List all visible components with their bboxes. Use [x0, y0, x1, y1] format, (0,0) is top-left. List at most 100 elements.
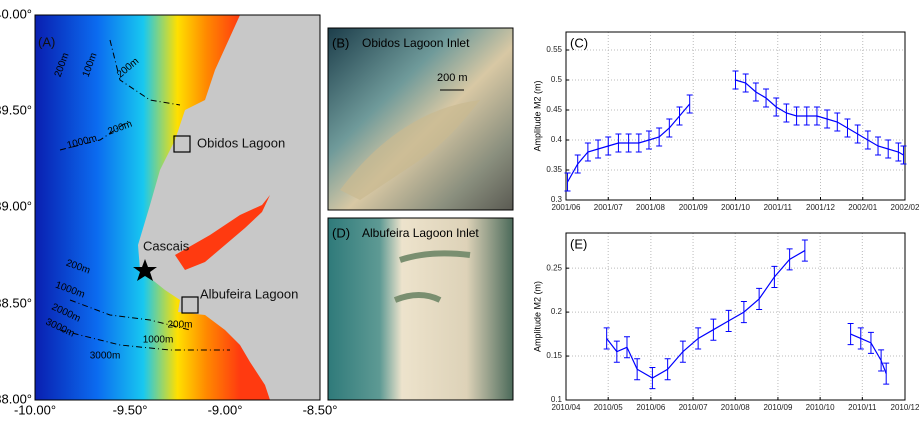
- x-tick-label: 2001/12: [806, 203, 835, 212]
- error-bar: [742, 73, 749, 93]
- place-label: Obidos Lagoon: [197, 135, 285, 150]
- scale-label: 200 m: [437, 72, 468, 84]
- error-bar: [574, 154, 581, 174]
- error-bar: [857, 327, 864, 350]
- plot-frame: [565, 31, 906, 201]
- error-bar: [771, 265, 778, 288]
- photo-title: Albufeira Lagoon Inlet: [362, 226, 479, 240]
- estuary: [175, 195, 270, 270]
- error-bar: [801, 239, 808, 262]
- x-tick-label: 2001/07: [594, 203, 623, 212]
- series-line: [606, 250, 887, 379]
- error-bar: [783, 103, 790, 123]
- error-bar: [625, 133, 632, 153]
- photo-d: (D) Albufeira Lagoon Inlet: [327, 217, 514, 401]
- error-bar: [613, 340, 620, 363]
- map-frame: [34, 14, 321, 401]
- error-bar: [666, 118, 673, 138]
- lon-label: -9.00°: [208, 402, 243, 417]
- error-bar: [793, 106, 800, 126]
- error-bar: [752, 82, 759, 102]
- x-tick-label: 2010/08: [721, 403, 750, 412]
- error-bar: [676, 106, 683, 126]
- error-bar: [732, 70, 739, 90]
- error-bar: [763, 88, 770, 108]
- error-bar: [605, 136, 612, 156]
- panel-label: (A): [38, 34, 55, 49]
- panel-label: (C): [570, 35, 588, 50]
- lat-label: 38.00°: [0, 391, 32, 406]
- x-tick-label: 2010/06: [636, 403, 665, 412]
- contour-label: 1000m: [143, 335, 174, 346]
- x-tick-label: 2002/02: [891, 203, 919, 212]
- x-tick-label: 2010/07: [679, 403, 708, 412]
- x-tick-label: 2010/12: [891, 403, 919, 412]
- site-box: [181, 296, 199, 314]
- error-bar: [664, 358, 671, 381]
- error-bar: [595, 139, 602, 159]
- error-bar: [695, 327, 702, 350]
- site-box: [173, 135, 191, 153]
- error-bar: [623, 336, 630, 359]
- lon-label: -10.00°: [14, 402, 56, 417]
- error-bar: [786, 248, 793, 271]
- channel: [393, 250, 471, 303]
- contour-line: [59, 39, 230, 351]
- y-axis-label: Amplitude M2 (m): [532, 80, 542, 151]
- panel-label: (D): [332, 225, 350, 240]
- place-label: Albufeira Lagoon: [200, 286, 298, 301]
- y-tick-label: 0.15: [546, 351, 562, 360]
- aerial-photo: [327, 217, 514, 401]
- place-label: Cascais: [143, 238, 190, 253]
- x-tick-label: 2010/11: [848, 403, 877, 412]
- error-bar: [740, 301, 747, 324]
- panel-label: (E): [570, 236, 587, 251]
- error-bar: [649, 366, 656, 390]
- land: [138, 15, 320, 400]
- lat-label: 40.00°: [0, 6, 32, 21]
- cascais-star: [133, 259, 157, 281]
- error-bar: [867, 331, 874, 354]
- y-tick-label: 0.55: [546, 45, 562, 54]
- error-bar: [885, 139, 892, 159]
- error-bar: [564, 172, 571, 192]
- error-bar: [710, 318, 717, 341]
- x-tick-label: 2001/06: [552, 203, 581, 212]
- photo-title: Obidos Lagoon Inlet: [362, 36, 470, 50]
- error-bar: [773, 97, 780, 117]
- error-bar: [725, 309, 732, 332]
- y-tick-label: 0.45: [546, 105, 562, 114]
- contour-label: 200m: [167, 320, 192, 331]
- sand-bar: [340, 100, 480, 200]
- lat-label: 39.00°: [0, 198, 32, 213]
- contour-label: 3000m: [90, 351, 121, 362]
- error-bar: [864, 130, 871, 150]
- x-tick-label: 2010/09: [763, 403, 792, 412]
- error-bar: [679, 340, 686, 363]
- error-bar: [756, 287, 763, 310]
- x-tick-label: 2001/11: [764, 203, 793, 212]
- error-bar: [895, 142, 902, 162]
- y-tick-label: 0.3: [551, 195, 563, 204]
- photo-b: (B) Obidos Lagoon Inlet 200 m: [327, 27, 514, 211]
- error-bar: [878, 349, 885, 372]
- error-bar: [900, 145, 907, 165]
- x-tick-label: 2010/05: [594, 403, 623, 412]
- error-bar: [875, 136, 882, 156]
- map: (A) Obidos Lagoon Cascais Albufeira Lago…: [34, 14, 321, 401]
- error-bar: [854, 124, 861, 144]
- x-tick-label: 2001/10: [721, 203, 750, 212]
- chart: 2010/04 2010/05 2010/06 2010/07 2010/08 2010/…: [532, 232, 919, 412]
- error-bar: [803, 106, 810, 126]
- y-axis-label: Amplitude M2 (m): [532, 281, 542, 352]
- y-tick-label: 0.25: [546, 263, 562, 272]
- error-bar: [883, 362, 890, 385]
- x-tick-label: 2001/09: [679, 203, 708, 212]
- chart: 2001/06 2001/07 2001/08 2001/09 2001/10 2001/…: [532, 31, 919, 212]
- x-tick-label: 2002/01: [848, 203, 877, 212]
- lat-label: 39.50°: [0, 102, 32, 117]
- x-tick-label: 2010/10: [806, 403, 835, 412]
- x-tick-label: 2001/08: [636, 203, 665, 212]
- plot-frame: [565, 232, 906, 401]
